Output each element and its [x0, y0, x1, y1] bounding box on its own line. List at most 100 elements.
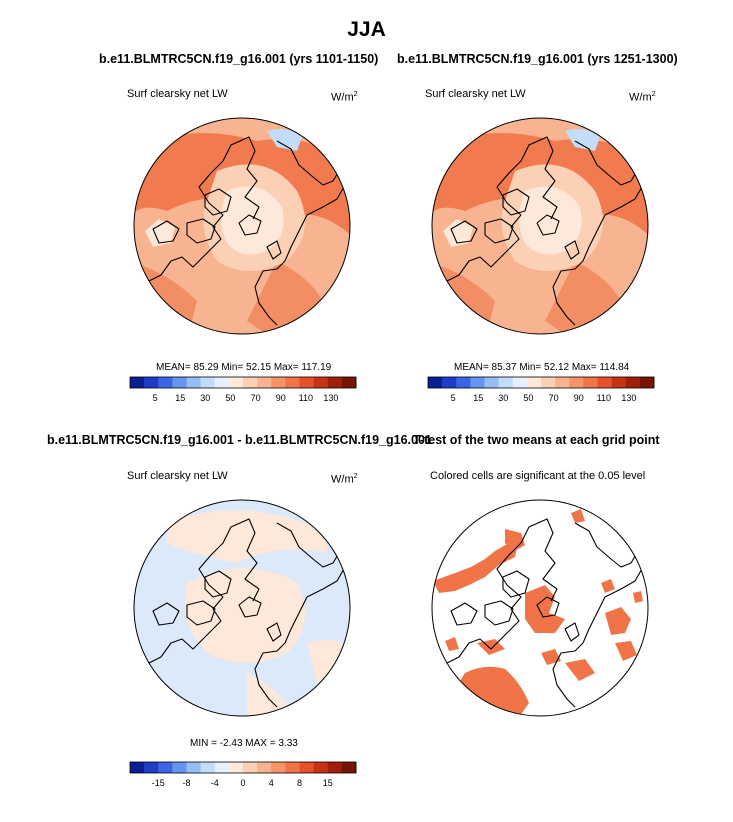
- coastline: [254, 260, 286, 326]
- panel1-colorbar-swatch: [341, 377, 357, 388]
- coastline: [254, 642, 286, 708]
- panel1-colorbar-swatch: [285, 377, 300, 388]
- panel3-title: b.e11.BLMTRC5CN.f19_g16.001 - b.e11.BLMT…: [47, 433, 432, 447]
- panel3-colorbar-swatch: [200, 762, 216, 773]
- significant-cells: [571, 509, 585, 523]
- coastline: [266, 622, 282, 642]
- panel2-colorbar-tick-label: 50: [523, 393, 533, 403]
- panel3-colorbar-swatch: [130, 762, 145, 773]
- panel2-colorbar-swatch: [428, 377, 443, 388]
- panel1-colorbar-swatch: [257, 377, 272, 388]
- panel3-colorbar-swatch: [285, 762, 300, 773]
- significant-cells: [633, 591, 643, 603]
- panel3-colorbar-tick-label: 15: [323, 778, 333, 788]
- panel2-colorbar-swatch: [625, 377, 641, 388]
- panel1-colorbar-tick-label: 110: [299, 393, 313, 403]
- coastline: [442, 136, 558, 284]
- coastline: [564, 240, 580, 260]
- significant-cells: [541, 649, 561, 665]
- coastline: [552, 642, 584, 708]
- panel2-colorbar-tick-label: 130: [621, 393, 636, 403]
- significant-cells: [445, 637, 459, 651]
- panel2-colorbar-tick-label: 15: [473, 393, 483, 403]
- panel3-colorbar-swatch: [313, 762, 329, 773]
- panel3-map: [133, 499, 351, 717]
- coastline: [564, 622, 580, 642]
- panel1-unit-label: W/m2: [331, 91, 358, 104]
- panel2-colorbar: 5 15 30 50 70 90 110 130: [427, 376, 655, 403]
- figure-title: JJA: [347, 18, 386, 41]
- coastline: [144, 136, 260, 284]
- coastline: [152, 220, 180, 244]
- panel2-colorbar-tick-label: 30: [498, 393, 508, 403]
- significant-cells: [605, 607, 631, 635]
- panel1-colorbar-swatch: [158, 377, 173, 388]
- panel1-variable-label: Surf clearsky net LW: [127, 88, 228, 100]
- map-boundary: [431, 499, 649, 717]
- panel1-colorbar-swatch: [172, 377, 187, 388]
- panel3-colorbar-swatch: [172, 762, 187, 773]
- panel3-unit-label: W/m2: [331, 473, 358, 486]
- panel2-colorbar-swatch: [484, 377, 499, 388]
- coastline: [552, 260, 584, 326]
- coastline: [204, 570, 232, 598]
- panel3-colorbar-swatch: [327, 762, 343, 773]
- panel2-map: [431, 117, 649, 335]
- coastline: [484, 218, 514, 244]
- panel1-colorbar-swatch: [243, 377, 258, 388]
- coastline: [144, 518, 260, 666]
- panel4-map: [431, 499, 649, 717]
- coastline: [502, 570, 530, 598]
- panel3-colorbar-tick-label: 8: [297, 778, 302, 788]
- coastline: [238, 214, 262, 236]
- coastline: [442, 518, 558, 666]
- panel1-colorbar-tick-label: 5: [153, 393, 158, 403]
- coastline: [450, 220, 478, 244]
- panel1-map: [133, 117, 351, 335]
- panel2-unit-label: W/m2: [629, 91, 656, 104]
- panel3-colorbar-tick-label: 4: [269, 778, 274, 788]
- coastline: [536, 214, 560, 236]
- panel1-colorbar-tick-label: 30: [200, 393, 210, 403]
- panel2-colorbar-swatch: [583, 377, 598, 388]
- panel2-colorbar-tick-label: 110: [597, 393, 611, 403]
- panel2-colorbar-swatch: [541, 377, 556, 388]
- panel1-colorbar-swatch: [214, 377, 230, 388]
- panel2-colorbar-swatch: [442, 377, 457, 388]
- panel3-colorbar-swatch: [271, 762, 286, 773]
- panel1-colorbar-swatch: [200, 377, 216, 388]
- panel2-title: b.e11.BLMTRC5CN.f19_g16.001 (yrs 1251-13…: [397, 52, 678, 66]
- panel1-colorbar-tick-label: 50: [225, 393, 235, 403]
- panel1-colorbar-swatch: [327, 377, 343, 388]
- panel2-colorbar-swatch: [498, 377, 514, 388]
- panel1-colorbar-swatch: [313, 377, 329, 388]
- panel3-colorbar-swatch: [243, 762, 258, 773]
- panel4-title: T-test of the two means at each grid poi…: [413, 433, 660, 447]
- panel2-colorbar-swatch: [569, 377, 584, 388]
- panel2-stats: MEAN= 85.37 Min= 52.12 Max= 114.84: [454, 362, 630, 373]
- panel3-stats: MIN = -2.43 MAX = 3.33: [190, 738, 298, 749]
- panel1-colorbar-tick-label: 15: [175, 393, 185, 403]
- coastline: [484, 600, 514, 626]
- significant-cells: [565, 659, 595, 681]
- panel1-colorbar-swatch: [228, 377, 244, 388]
- panel3-colorbar-swatch: [158, 762, 173, 773]
- panel4-significance-label: Colored cells are significant at the 0.0…: [430, 470, 646, 482]
- panel1-stats: MEAN= 85.29 Min= 52.15 Max= 117.19: [156, 362, 332, 373]
- significant-cells: [601, 579, 615, 593]
- coastline: [502, 188, 530, 216]
- panel1-colorbar: 5 15 30 50 70 90 110 130: [129, 376, 357, 403]
- coastline: [238, 596, 262, 618]
- panel2-colorbar-swatch: [597, 377, 612, 388]
- panel1-colorbar-swatch: [271, 377, 286, 388]
- panel3-colorbar-tick-label: -8: [182, 778, 190, 788]
- panel3-variable-label: Surf clearsky net LW: [127, 470, 228, 482]
- significant-cells: [525, 585, 565, 633]
- map-boundary: [133, 117, 351, 335]
- panel2-colorbar-swatch: [555, 377, 570, 388]
- coastline: [204, 188, 232, 216]
- panel3-colorbar-swatch: [228, 762, 244, 773]
- panel1-colorbar-swatch: [186, 377, 201, 388]
- panel3-colorbar: -15 -8 -4 0 4 8 15: [129, 761, 357, 788]
- significant-cells: [433, 543, 517, 593]
